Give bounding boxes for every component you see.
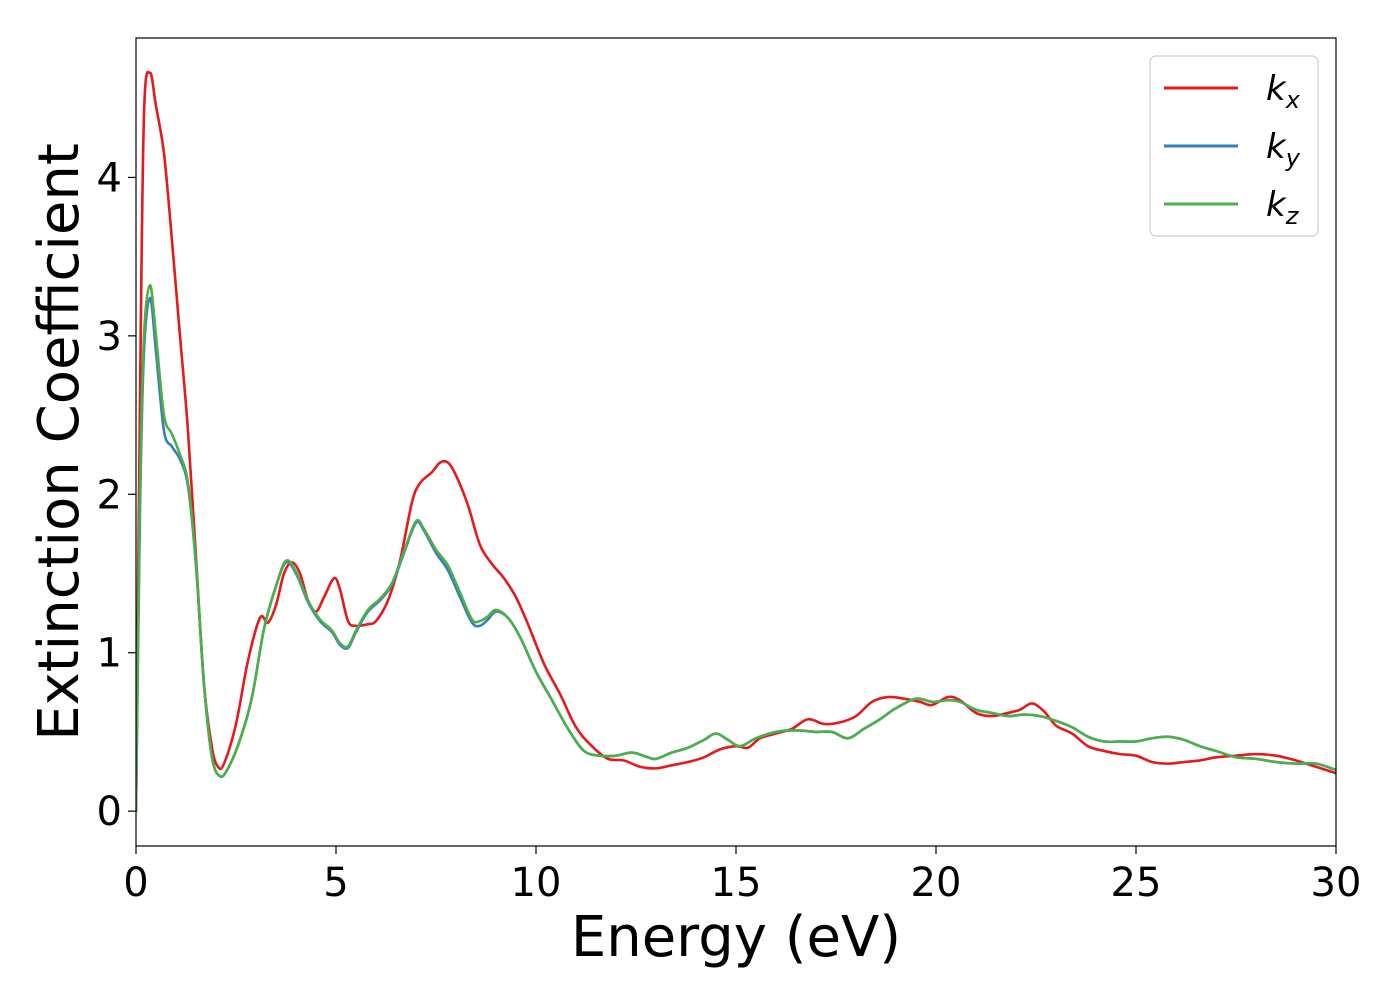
legend-label-ky: ky	[1266, 127, 1301, 172]
y-tick-label: 0	[97, 789, 122, 835]
x-axis-title: Energy (eV)	[571, 905, 901, 970]
x-axis-ticks: 0 5 10 15 20 25 30	[123, 846, 1361, 906]
x-tick-label: 15	[711, 860, 762, 906]
x-tick-label: 25	[1111, 860, 1162, 906]
x-tick-label: 10	[511, 860, 562, 906]
series-line-kz	[136, 283, 1336, 813]
x-tick-label: 0	[123, 860, 148, 906]
y-tick-label: 1	[97, 631, 122, 677]
y-tick-label: 2	[97, 472, 122, 518]
series-layer	[136, 70, 1336, 813]
y-tick-label: 3	[97, 314, 122, 360]
y-axis-ticks: 0 1 2 3 4	[97, 155, 136, 835]
y-tick-label: 4	[97, 155, 122, 201]
x-tick-label: 20	[911, 860, 962, 906]
y-axis-title: Extinction Coefficient	[27, 143, 92, 741]
x-tick-label: 30	[1311, 860, 1362, 906]
legend-label-kx: kx	[1266, 69, 1301, 114]
x-tick-label: 5	[323, 860, 348, 906]
